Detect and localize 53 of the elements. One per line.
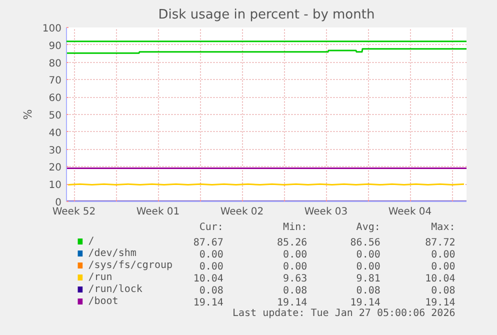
x-tick-label: Week 04 [388,206,432,218]
text: 0.00 [199,262,224,272]
text: 85.26 [277,238,308,248]
y-tick-label: 70 [48,76,62,87]
y-tick-label: 20 [48,162,62,174]
legend-label: /dev/shm [88,248,136,259]
legend-label: /run/lock [88,284,142,295]
text: 10.04 [425,274,456,284]
text: 0.00 [356,250,380,260]
text: Min: [283,222,308,233]
text: 86.56 [350,238,380,248]
x-tick-label: Week 01 [136,206,180,218]
x-tick-label: Week 52 [52,206,96,218]
text: 0.08 [199,286,224,296]
legend-label: /run [88,272,112,283]
text: 87.67 [193,238,224,248]
y-tick-label: 40 [48,128,62,139]
legend-label: / [88,236,94,247]
chart-title: Disk usage in percent - by month [158,8,375,22]
text: 0.00 [431,262,456,272]
text: 87.72 [425,238,456,248]
text: Avg: [356,222,380,233]
y-tick-label: 60 [48,93,62,104]
y-tick-label: 50 [48,110,62,122]
legend-label: /sys/fs/cgroup [88,260,173,271]
legend-label: /boot [88,296,118,307]
text: 0.08 [283,286,308,296]
text: 0.00 [431,250,456,260]
y-tick-label: 80 [48,58,62,70]
text: 0.00 [356,262,380,272]
y-tick-label: 0 [55,198,62,208]
text: 0.08 [431,286,456,296]
text: 19.14 [193,298,224,308]
text: 19.14 [277,298,308,308]
text: 10.04 [193,274,224,284]
y-tick-label: 90 [48,40,62,52]
text: Cur: [199,222,224,233]
y-tick-label: 100 [42,24,62,34]
text: Last update: Tue Jan 27 05:00:06 2026 [232,308,456,319]
text: 9.81 [356,274,380,284]
x-tick-label: Week 03 [304,206,348,218]
text: 0.08 [356,286,380,296]
text: 0.00 [283,262,308,272]
y-tick-label: 10 [48,180,62,192]
text: 0.00 [199,250,224,260]
x-tick-label: Week 02 [220,206,264,218]
text: 0.00 [283,250,308,260]
y-axis-title: % [21,109,34,120]
text: 19.14 [350,298,380,308]
text: Max: [431,222,456,233]
text: 9.63 [283,274,308,284]
text: 19.14 [425,298,456,308]
y-tick-label: 30 [48,145,62,156]
